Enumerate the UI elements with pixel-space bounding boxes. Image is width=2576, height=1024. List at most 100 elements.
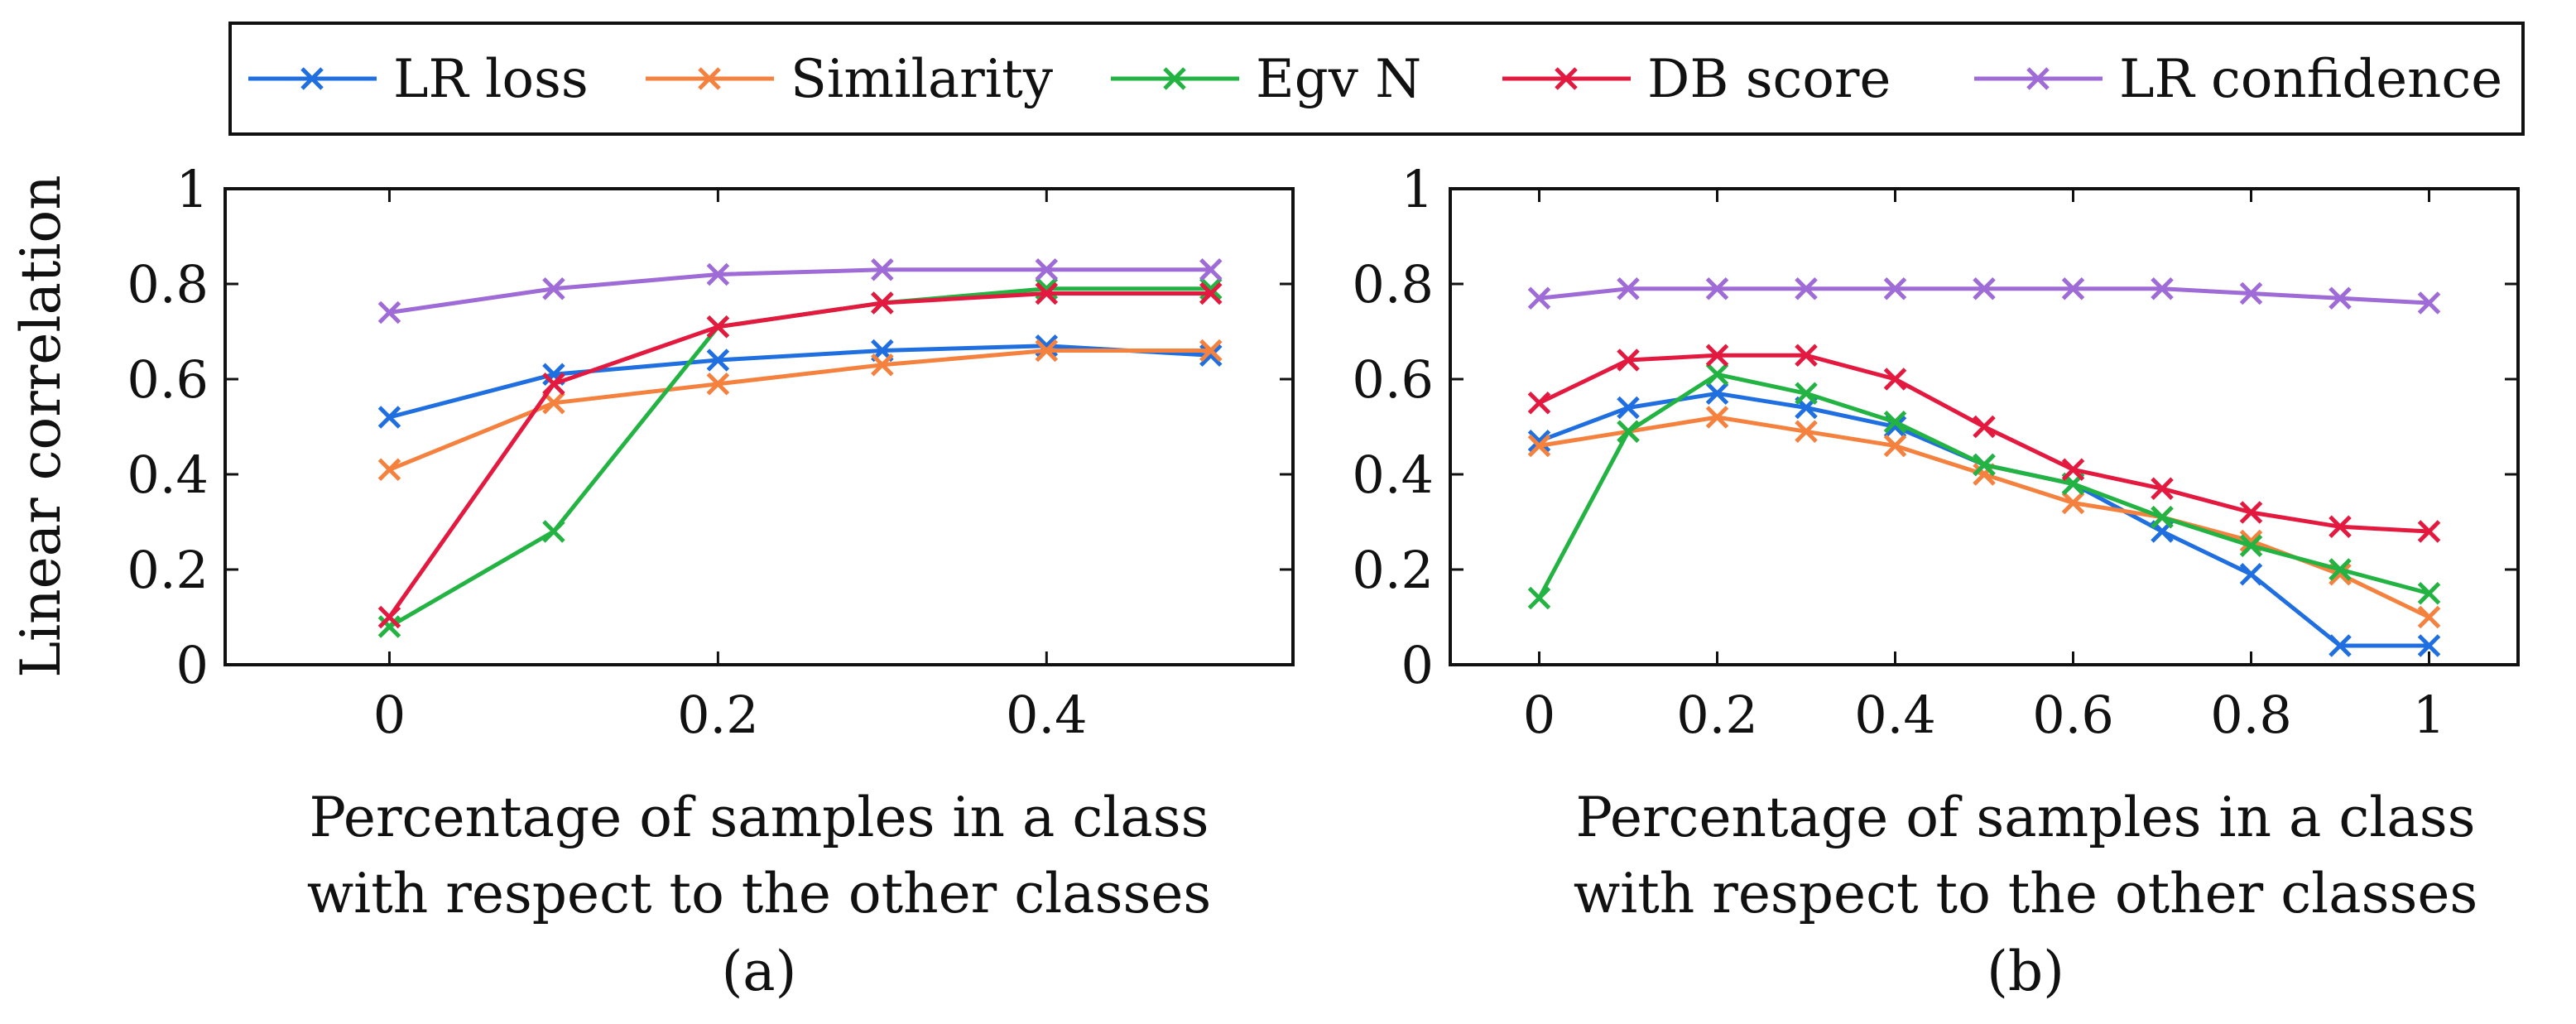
panel-b-xlabel-line1: Percentage of samples in a class [1575,786,2475,849]
panel-a-point-lr-confidence [706,262,730,286]
panel-a-point-similarity [1199,339,1223,363]
panel-a-xticks: 0 0.2 0.4 [373,189,1088,745]
panel-b-series-line-egv-n [1537,372,2430,599]
panel-b-point-similarity [1883,434,1907,458]
panel-b-point-egv-n [2328,558,2352,581]
panel-a-xlabel-line1: Percentage of samples in a class [309,786,1209,849]
panel-b-point-lr-confidence [1883,276,1907,300]
legend-entry-egv-n: Egv N [1111,49,1421,110]
panel-a-ytick-label: 0.2 [127,540,209,600]
legend-label-egv-n: Egv N [1256,49,1421,110]
panel-a-point-db-score [542,372,565,396]
panel-b-ytick-label: 0.8 [1352,254,1434,315]
panel-b-point-db-score [1883,368,1907,391]
panel-a-point-similarity [377,458,401,482]
panel-b-caption: (b) [1987,940,2064,1003]
panel-a-point-similarity [871,353,894,377]
panel-a-point-egv-n [542,520,565,543]
panel-b-point-egv-n [2417,581,2441,605]
panel-b-xtick-label: 0.8 [2210,685,2292,745]
panel-a-series-line-db-score [387,291,1211,618]
panel-a-point-similarity [706,372,730,396]
panel-b-xtick-label: 0.2 [1676,685,1758,745]
panel-a-point-lr-confidence [871,257,894,281]
panel-b-point-similarity [2061,491,2085,515]
panel-b-point-egv-n [1705,363,1729,387]
panel-b-point-lr-loss [2239,562,2263,586]
panel-b-point-db-score [2151,477,2174,501]
panel-a-caption: (a) [722,940,797,1003]
panel-b-point-egv-n [1883,410,1907,434]
panel-a-xtick-label: 0 [373,685,406,745]
panel-b-xtick-label: 1 [2413,685,2445,745]
panel-a-series [377,257,1223,638]
panel-a-point-lr-confidence [1199,257,1223,281]
panel-a-point-similarity [1035,339,1059,363]
panel-b-ytick-label: 1 [1401,159,1434,219]
panel-b-point-egv-n [2239,534,2263,558]
panel-a-point-db-score [377,605,401,629]
panel-a: 0 0.2 0.4 0.6 0.8 1 0 0.2 0.4 Percentage of sam… [127,159,1295,1003]
legend-marker-db-score [1555,67,1578,90]
panel-a-point-lr-confidence [377,300,401,325]
panel-b-point-lr-confidence [1973,276,1996,300]
panel-b-point-db-score [1705,344,1729,368]
panel-b-point-lr-confidence [2239,281,2263,305]
panel-b-point-egv-n [1795,382,1818,406]
panel-b: 0 0.2 0.4 0.6 0.8 1 0 0.2 0.4 0.6 0.8 1 Percentage… [1352,159,2520,1003]
panel-b-point-db-score [2328,515,2352,539]
legend-label-db-score: DB score [1647,49,1891,110]
legend-marker-lr-confidence [2026,67,2050,90]
panel-b-ytick-label: 0.6 [1352,349,1434,410]
panel-a-point-lr-loss [706,349,730,372]
panel-b-point-lr-confidence [2061,276,2085,300]
legend-label-lr-loss: LR loss [393,49,589,110]
panel-b-point-similarity [1795,420,1818,444]
panel-a-ytick-label: 0 [176,635,209,695]
panel-a-ytick-label: 0.6 [127,349,209,410]
panel-b-xticks: 0 0.2 0.4 0.6 0.8 1 [1523,189,2445,745]
panel-b-xtick-label: 0.4 [1854,685,1936,745]
panel-b-point-lr-confidence [1795,276,1818,300]
legend: LR loss Similarity Egv N DB score LR con… [228,22,2525,136]
legend-entry-db-score: DB score [1502,49,1891,110]
panel-b-frame [1449,187,2520,666]
legend-entry-similarity: Similarity [646,49,1053,110]
panel-a-xtick-label: 0.2 [677,685,759,745]
panel-b-point-lr-loss [2328,634,2352,657]
panel-a-xlabel-line2: with respect to the other classes [307,862,1212,925]
panel-a-series-line-lr-confidence [389,267,1211,315]
panel-a-point-lr-loss [377,406,401,429]
panel-b-ytick-label: 0 [1401,635,1434,695]
panel-b-point-db-score [1795,344,1818,368]
panel-b-point-similarity [2417,605,2441,629]
legend-marker-similarity [698,67,721,90]
panel-a-point-db-score [871,291,894,315]
panel-b-yticks: 0 0.2 0.4 0.6 0.8 1 [1352,159,2518,695]
panel-b-point-lr-loss [1705,382,1729,406]
panel-b-point-lr-confidence [2151,276,2174,300]
panel-b-point-lr-loss [2417,634,2441,657]
panel-a-yticks: 0 0.2 0.4 0.6 0.8 1 [127,159,1293,695]
panel-b-series-line-similarity [1539,415,2430,619]
panel-a-point-db-score [1035,281,1059,305]
panel-b-point-db-score [1617,349,1640,372]
panel-a-point-lr-confidence [542,276,565,300]
panel-b-point-similarity [1527,434,1551,458]
panel-a-ytick-label: 0.8 [127,254,209,315]
panel-b-ytick-label: 0.4 [1352,445,1434,505]
panel-a-ytick-label: 0.4 [127,445,209,505]
panel-a-frame [223,187,1295,666]
panel-b-point-egv-n [1527,586,1551,610]
panel-b-point-lr-confidence [2328,286,2352,310]
panel-a-series-line-similarity [388,349,1211,472]
panel-a-ytick-label: 1 [176,159,209,219]
panel-b-point-lr-confidence [2417,291,2441,315]
panel-b-xlabel-line2: with respect to the other classes [1574,862,2478,925]
panel-a-xtick-label: 0.4 [1006,685,1088,745]
panel-b-series [1527,276,2441,657]
panel-b-point-db-score [1973,415,1996,439]
legend-label-lr-confidence: LR confidence [2119,49,2502,110]
panel-b-point-lr-confidence [1617,276,1640,300]
